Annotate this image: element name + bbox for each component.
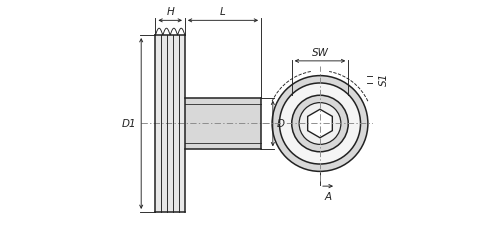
Text: S1: S1	[378, 73, 388, 86]
Polygon shape	[185, 98, 261, 149]
Circle shape	[280, 83, 360, 164]
Text: L: L	[220, 7, 226, 17]
Text: A: A	[324, 191, 332, 202]
Polygon shape	[308, 109, 332, 138]
Polygon shape	[156, 35, 185, 212]
Circle shape	[292, 95, 348, 152]
Text: H: H	[166, 7, 174, 17]
Circle shape	[299, 103, 341, 144]
Text: D1: D1	[122, 119, 137, 128]
Circle shape	[272, 76, 368, 171]
Text: SW: SW	[312, 48, 328, 58]
Text: D: D	[276, 119, 284, 128]
